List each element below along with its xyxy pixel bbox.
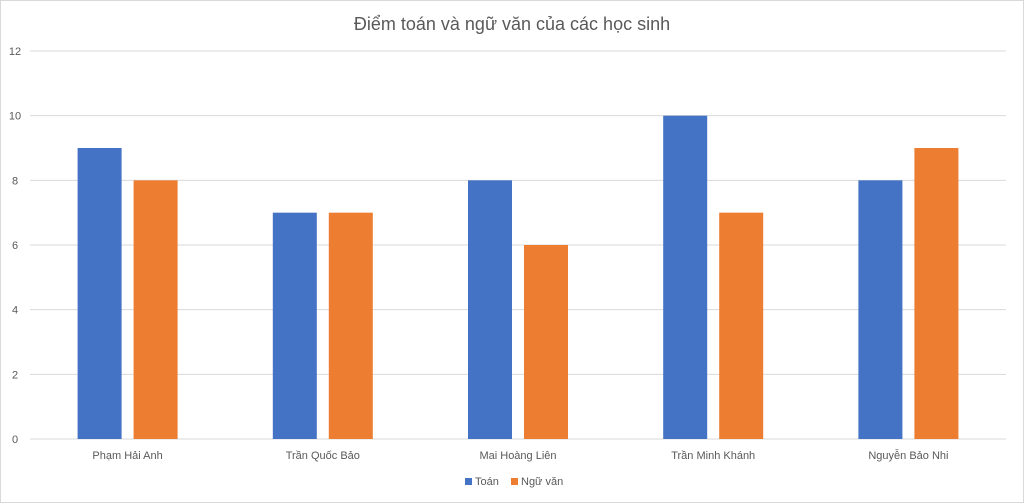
bar-ngu-van xyxy=(328,212,373,439)
x-tick-label: Trần Quốc Bảo xyxy=(286,450,360,462)
bar-toan xyxy=(272,212,317,439)
bar-toan xyxy=(858,180,903,440)
x-axis-labels: Phạm Hải Anh Trần Quốc Bảo Mai Hoàng Liên T… xyxy=(92,449,948,462)
y-tick-label: 12 xyxy=(9,46,21,58)
y-tick-label: 8 xyxy=(12,175,18,187)
bar-ngu-van xyxy=(133,180,178,440)
gridlines xyxy=(30,50,1006,440)
x-tick-label: Phạm Hải Anh xyxy=(92,450,162,462)
x-tick-label: Mai Hoàng Liên xyxy=(479,450,556,462)
legend-swatch xyxy=(465,478,472,485)
y-tick-label: 6 xyxy=(12,240,18,252)
bar-ngu-van xyxy=(719,212,764,439)
legend-label: Toán xyxy=(475,476,499,488)
y-tick-label: 2 xyxy=(12,369,18,381)
legend: Toán Ngữ văn xyxy=(465,476,563,488)
y-axis-labels: 0 2 4 6 8 10 12 xyxy=(9,46,21,446)
bar-toan xyxy=(468,180,512,440)
x-tick-label: Trần Minh Khánh xyxy=(671,450,755,462)
bar-ngu-van xyxy=(914,148,959,439)
legend-label: Ngữ văn xyxy=(521,476,563,488)
y-tick-label: 0 xyxy=(12,434,18,446)
y-tick-label: 10 xyxy=(9,111,21,123)
legend-swatch xyxy=(511,478,518,485)
bars xyxy=(77,115,959,440)
bar-toan xyxy=(77,148,122,439)
bar-toan xyxy=(663,115,708,440)
chart-title: Điểm toán và ngữ văn của các học sinh xyxy=(354,14,670,34)
x-tick-label: Nguyễn Bảo Nhi xyxy=(868,449,948,462)
y-tick-label: 4 xyxy=(12,305,18,317)
bar-ngu-van xyxy=(524,245,568,439)
